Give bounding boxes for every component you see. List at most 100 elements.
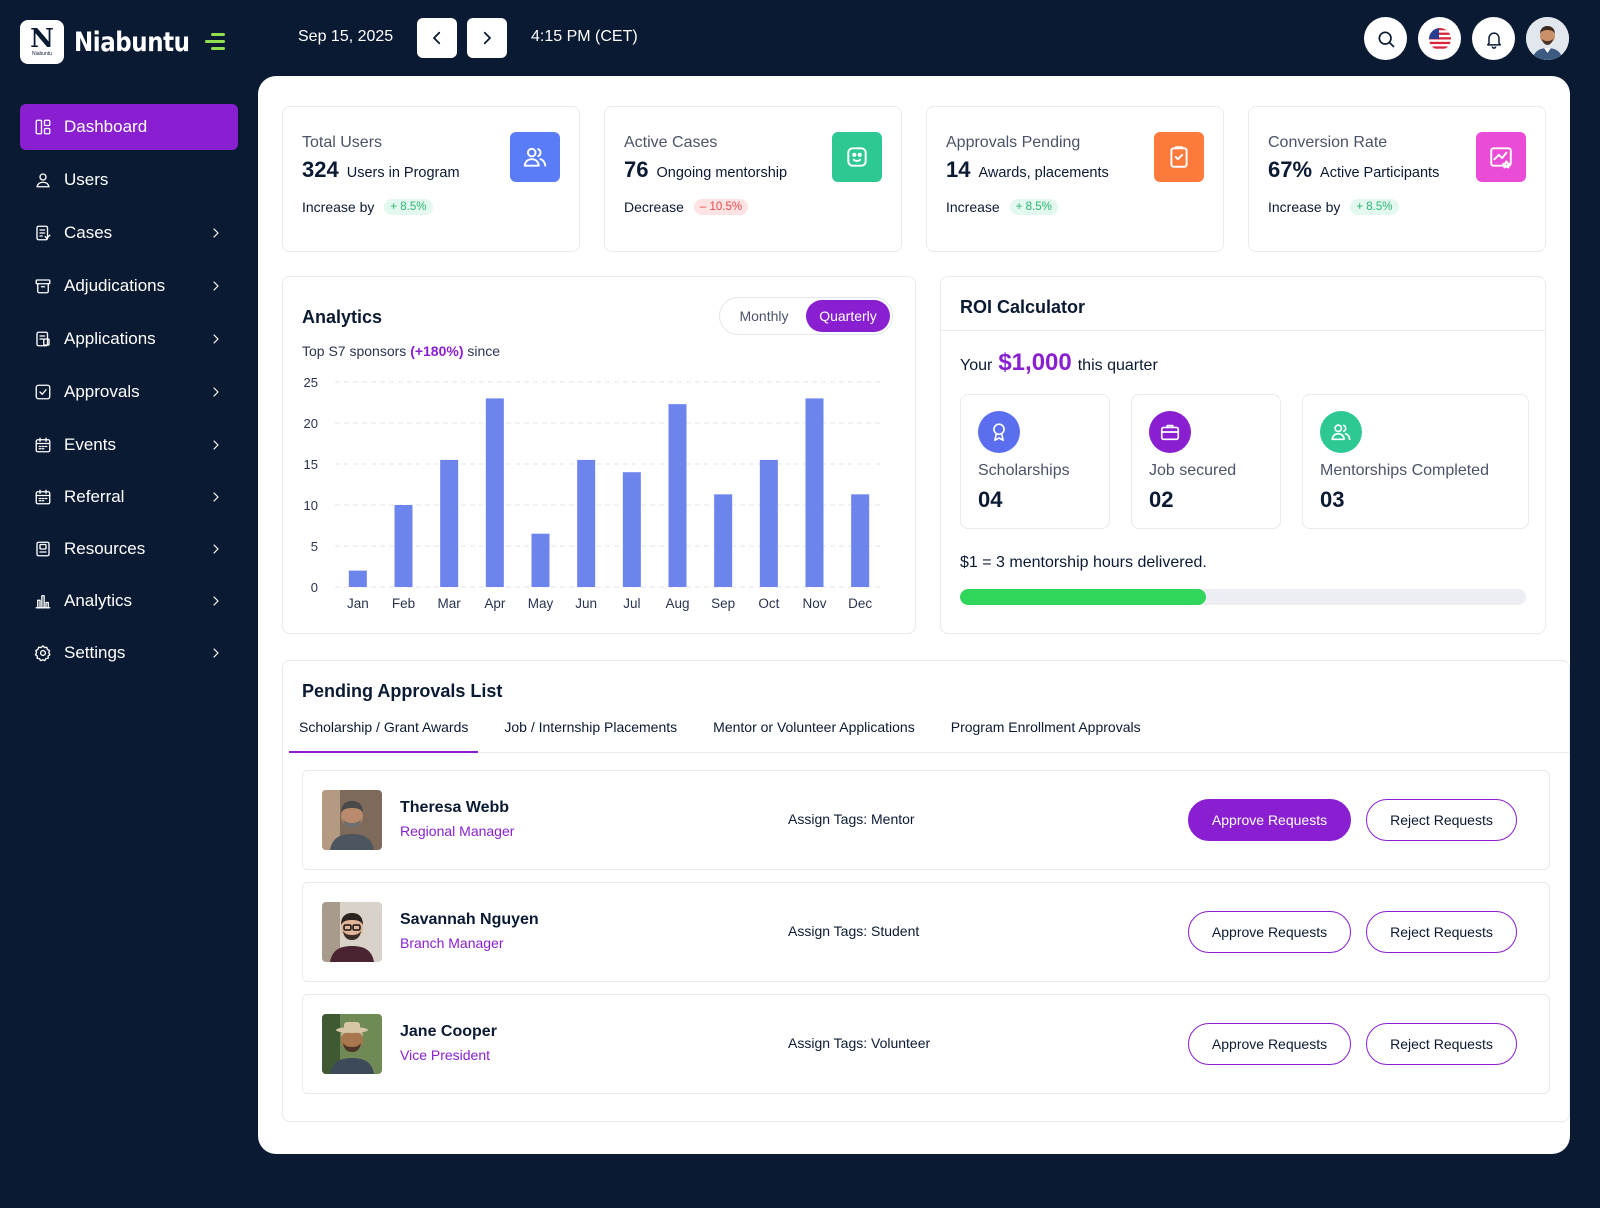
language-button[interactable] [1418, 17, 1461, 60]
approval-tabs: Scholarship / Grant Awards Job / Internsh… [289, 711, 1569, 753]
sidebar-item-label: Resources [64, 539, 146, 558]
tab-job-internship-placements[interactable]: Job / Internship Placements [504, 719, 678, 735]
approve-requests-button[interactable]: Approve Requests [1188, 799, 1351, 841]
chevron-right-icon [208, 437, 224, 458]
approve-requests-button[interactable]: Approve Requests [1188, 1023, 1351, 1065]
stat-footer: Increase + 8.5% [946, 199, 1058, 215]
stat-title: Approvals Pending [946, 134, 1081, 151]
chevron-right-icon [208, 331, 224, 352]
approval-row: Jane Cooper Vice President Assign Tags: Vo… [302, 994, 1550, 1094]
roi-note: $1 = 3 mentorship hours delivered. [960, 554, 1207, 571]
sidebar-item-users[interactable]: Users [20, 157, 238, 203]
sidebar-item-label: Analytics [64, 591, 133, 610]
roi-metric-scholarships: Scholarships 04 [960, 394, 1110, 529]
tab-scholarship-grant-awards[interactable]: Scholarship / Grant Awards [289, 711, 479, 753]
stat-foot-label: Increase [946, 199, 1000, 215]
prev-date-button[interactable] [417, 18, 457, 58]
roi-divider [941, 330, 1545, 331]
person-name: Savannah Nguyen [400, 911, 539, 928]
bar-apr[interactable] [485, 398, 504, 587]
roi-metric-job-secured: Job secured 02 [1131, 394, 1281, 529]
header-time: 4:15 PM (CET) [531, 28, 638, 45]
chevron-right-icon [208, 645, 224, 666]
roi-suffix: this quarter [1077, 357, 1158, 374]
roi-progress-fill [960, 589, 1207, 605]
bar-aug[interactable] [668, 404, 687, 587]
person-role: Vice President [400, 1047, 491, 1063]
roi-card: ROI Calculator Your $1,000 this quarter … [940, 276, 1546, 634]
roi-metric-mentorships-completed: Mentorships Completed 03 [1302, 394, 1529, 529]
monthly-toggle[interactable]: Monthly [739, 308, 789, 324]
sidebar-item-referral[interactable]: Referral [20, 474, 238, 520]
x-tick-label: Jan [347, 596, 369, 611]
person-role: Regional Manager [400, 823, 515, 839]
bar-jul[interactable] [622, 472, 641, 587]
tab-program-enrollment-approvals[interactable]: Program Enrollment Approvals [950, 719, 1141, 735]
sidebar-item-cases[interactable]: Cases [20, 210, 238, 256]
stat-value: 67% Active Participants [1268, 157, 1439, 183]
clipboard-icon [1154, 132, 1204, 182]
chevron-right-icon [483, 31, 491, 45]
sidebar-item-settings[interactable]: Settings [20, 630, 238, 676]
sidebar-item-label: Dashboard [64, 117, 148, 136]
menu-toggle-icon[interactable] [201, 31, 225, 51]
bar-mar[interactable] [440, 459, 459, 587]
sidebar-item-applications[interactable]: Applications [20, 316, 238, 362]
analytics-sub-suffix: since [467, 343, 501, 359]
sidebar-item-events[interactable]: Events [20, 422, 238, 468]
stat-footer: Increase by + 8.5% [302, 199, 433, 215]
reject-requests-button[interactable]: Reject Requests [1366, 1023, 1517, 1065]
bar-oct[interactable] [759, 459, 778, 587]
stat-title: Total Users [302, 134, 383, 151]
search-icon [1378, 31, 1394, 47]
bar-sep[interactable] [714, 494, 733, 587]
brand-name: Niabuntu [74, 26, 190, 58]
stat-card-conversion-rate: Conversion Rate 67% Active Participants Inc… [1248, 106, 1546, 252]
profile-avatar[interactable] [1526, 17, 1569, 60]
brand-logo[interactable]: N Niabuntu Niabuntu [20, 20, 210, 64]
period-toggle[interactable]: Monthly Quarterly [719, 297, 893, 335]
bar-may[interactable] [531, 533, 550, 587]
bar-nov[interactable] [805, 398, 824, 587]
calendar-icon [34, 436, 52, 454]
roi-title: ROI Calculator [960, 297, 1086, 317]
sidebar-item-dashboard[interactable]: Dashboard [20, 104, 238, 150]
quarterly-toggle[interactable]: Quarterly [806, 300, 890, 332]
bar-feb[interactable] [394, 505, 413, 587]
x-tick-label: Jun [575, 596, 597, 611]
sidebar-item-analytics[interactable]: Analytics [20, 578, 238, 624]
assign-tags: Assign Tags: Student [788, 923, 920, 939]
chevron-left-icon [433, 31, 441, 45]
chart-star-icon [1476, 132, 1526, 182]
bar-jan[interactable] [348, 570, 367, 587]
award-icon [978, 411, 1020, 453]
analytics-subtitle: Top S7 sponsors (+180%) since [302, 343, 500, 359]
dashboard-icon [34, 118, 52, 136]
sidebar: Dashboard Users Cases Adjudications Applicat… [20, 104, 238, 682]
roi-amount: $1,000 [998, 349, 1072, 376]
stat-footer: Decrease – 10.5% [624, 199, 749, 215]
sidebar-item-adjudications[interactable]: Adjudications [20, 263, 238, 309]
person-role: Branch Manager [400, 935, 504, 951]
y-tick-label: 20 [304, 416, 318, 431]
next-date-button[interactable] [467, 18, 507, 58]
bar-jun[interactable] [577, 459, 596, 587]
search-button[interactable] [1364, 17, 1407, 60]
sidebar-item-resources[interactable]: Resources [20, 526, 238, 572]
stat-foot-label: Increase by [302, 199, 375, 215]
roi-prefix: Your [960, 357, 993, 374]
bar-dec[interactable] [851, 494, 870, 587]
sidebar-item-label: Settings [64, 643, 126, 662]
tab-mentor-or-volunteer-applications[interactable]: Mentor or Volunteer Applications [713, 719, 915, 735]
approve-requests-button[interactable]: Approve Requests [1188, 911, 1351, 953]
bar-chart-icon [34, 592, 52, 610]
roi-metric-label: Scholarships [978, 462, 1070, 479]
roi-metric-label: Job secured [1149, 462, 1237, 479]
avatar [322, 1014, 382, 1074]
notifications-button[interactable] [1472, 17, 1515, 60]
cases-icon [34, 224, 52, 242]
sidebar-item-approvals[interactable]: Approvals [20, 369, 238, 415]
avatar [322, 902, 382, 962]
reject-requests-button[interactable]: Reject Requests [1366, 911, 1517, 953]
reject-requests-button[interactable]: Reject Requests [1366, 799, 1517, 841]
